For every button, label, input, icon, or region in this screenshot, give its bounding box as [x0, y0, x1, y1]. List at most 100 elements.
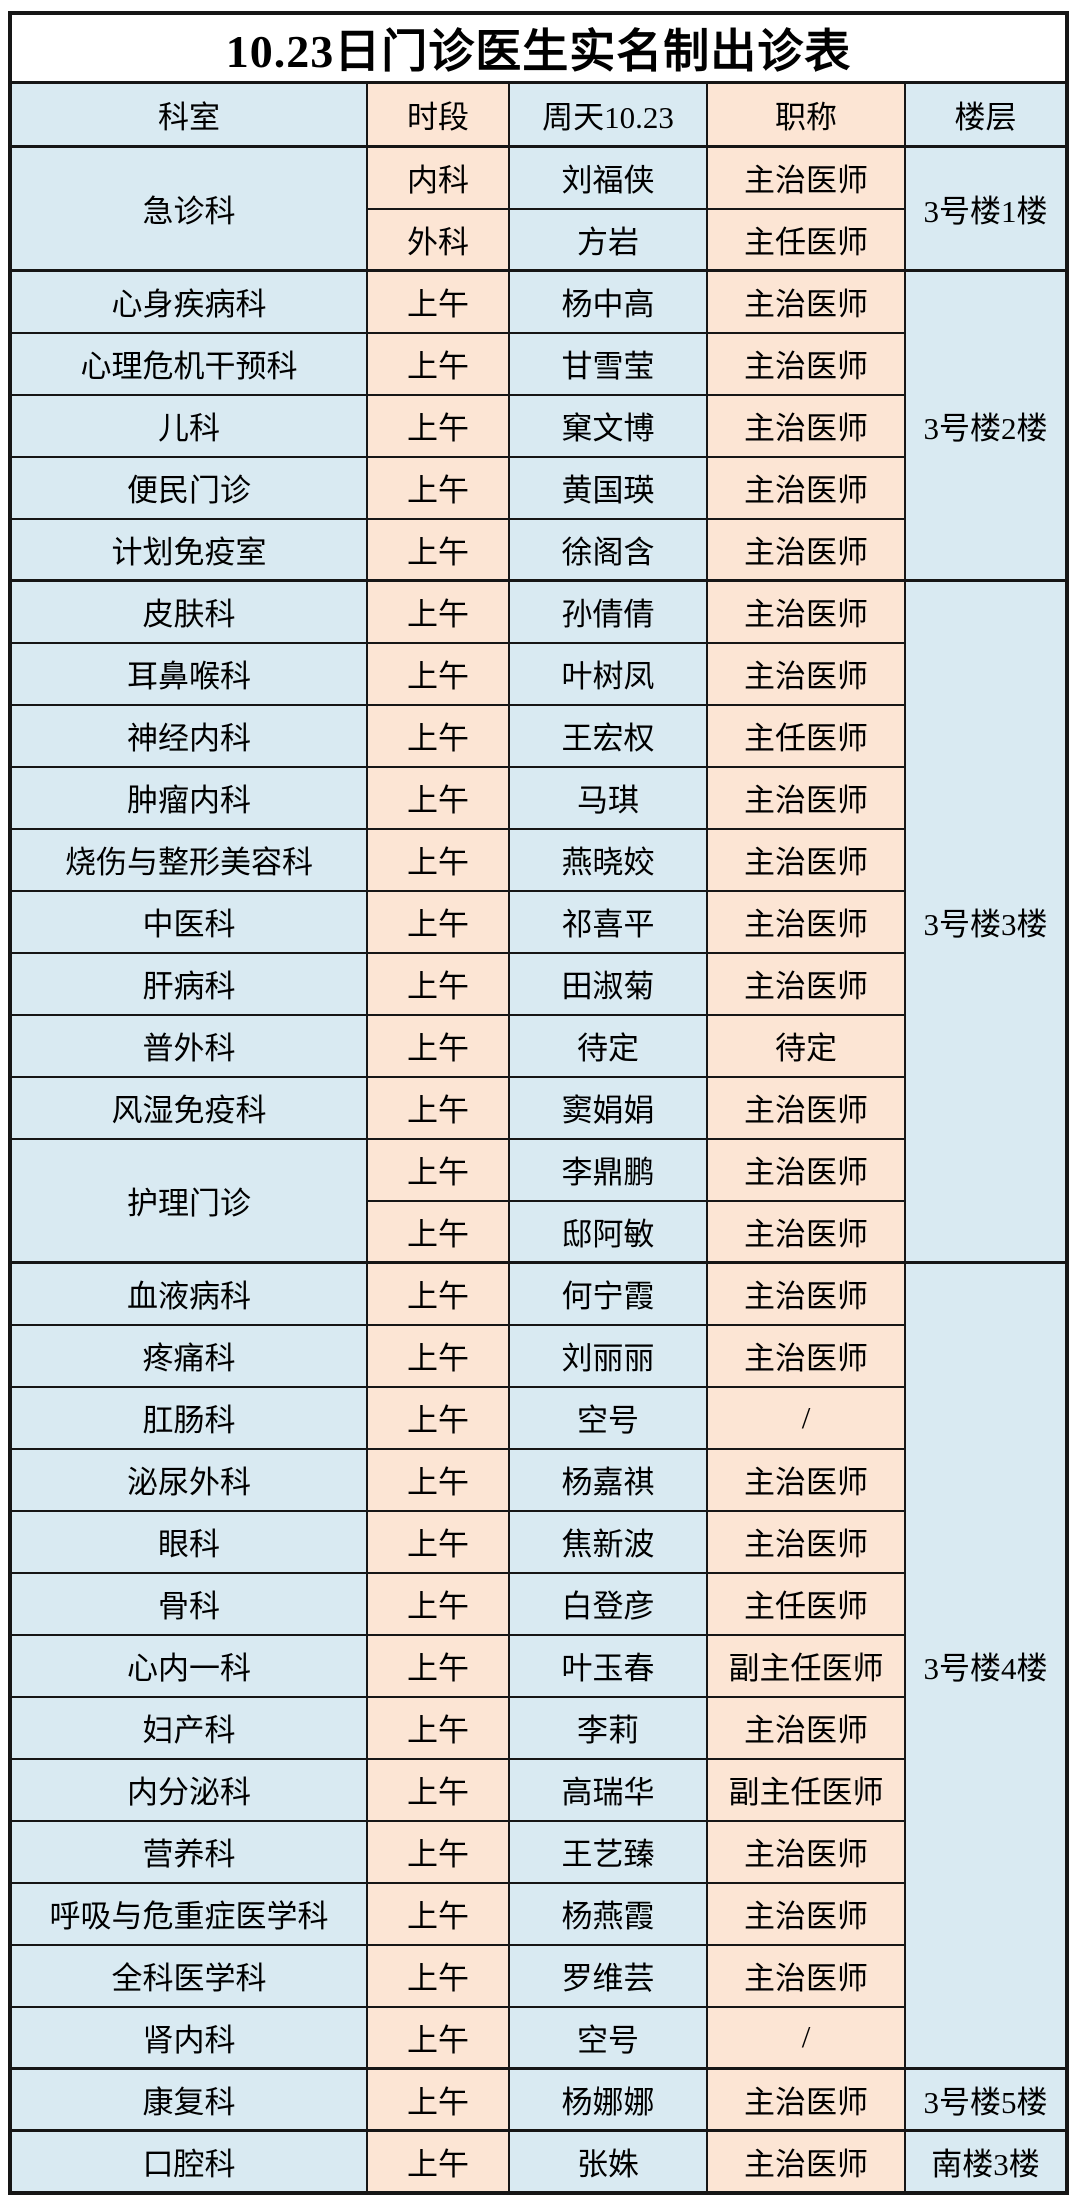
session-cell: 上午: [366, 331, 510, 396]
table-row: 心身疾病科 上午 杨中高 主治医师 3号楼2楼: [9, 269, 1068, 582]
department-cell: 风湿免疫科: [9, 1075, 368, 1140]
doctor-title-cell: 主治医师: [706, 951, 906, 1016]
doctor-title-cell: 主治医师: [706, 765, 906, 830]
table-row: 疼痛科 上午 刘丽丽 主治医师: [9, 1323, 1067, 1388]
doctor-name-cell: 王宏权: [508, 703, 708, 768]
session-cell: 上午: [366, 2067, 510, 2132]
doctor-name-cell: 高瑞华: [508, 1757, 708, 1822]
table-row: 呼吸与危重症医学科 上午 杨燕霞 主治医师: [9, 1881, 1067, 1946]
doctor-name-cell: 李莉: [508, 1695, 708, 1760]
session-cell: 上午: [366, 951, 510, 1016]
doctor-name-cell: 李鼎鹏: [508, 1137, 708, 1202]
table-row: 妇产科 上午 李莉 主治医师: [9, 1695, 1067, 1760]
session-cell: 上午: [366, 517, 510, 582]
doctor-title-cell: 主治医师: [706, 1261, 906, 1326]
department-cell: 耳鼻喉科: [9, 641, 368, 706]
floor-cell: 3号楼4楼: [904, 1261, 1068, 2070]
doctor-title-cell: 主治医师: [706, 889, 906, 954]
doctor-name-cell: 黄国瑛: [508, 455, 708, 520]
department-cell: 中医科: [9, 889, 368, 954]
department-cell: 眼科: [9, 1509, 368, 1574]
doctor-title-cell: 副主任医师: [706, 1633, 906, 1698]
session-cell: 上午: [366, 1261, 510, 1326]
session-cell: 上午: [366, 765, 510, 830]
department-cell: 骨科: [9, 1571, 368, 1636]
session-cell: 上午: [366, 1323, 510, 1388]
table-row: 普外科 上午 待定 待定: [9, 1013, 1067, 1078]
table-row: 烧伤与整形美容科 上午 燕晓姣 主治医师: [9, 827, 1067, 892]
doctor-title-cell: 主治医师: [706, 827, 906, 892]
table-row: 全科医学科 上午 罗维芸 主治医师: [9, 1943, 1067, 2008]
doctor-title-cell: 主治医师: [706, 1323, 906, 1388]
table-row: 心内一科 上午 叶玉春 副主任医师: [9, 1633, 1067, 1698]
table-row: 风湿免疫科 上午 窦娟娟 主治医师: [9, 1075, 1067, 1140]
table-row: 泌尿外科 上午 杨嘉祺 主治医师: [9, 1447, 1067, 1512]
page-title: 10.23日门诊医生实名制出诊表: [9, 12, 1068, 84]
session-cell: 上午: [366, 641, 510, 706]
doctor-title-cell: 主治医师: [706, 2129, 906, 2194]
department-cell: 心理危机干预科: [9, 331, 368, 396]
session-cell: 上午: [366, 1943, 510, 2008]
doctor-title-cell: 主治医师: [706, 393, 906, 458]
doctor-name-cell: 杨嘉祺: [508, 1447, 708, 1512]
doctor-title-cell: 主治医师: [706, 1695, 906, 1760]
table-row: 神经内科 上午 王宏权 主任医师: [9, 703, 1067, 768]
department-cell: 呼吸与危重症医学科: [9, 1881, 368, 1946]
doctor-name-cell: 空号: [508, 1385, 708, 1450]
department-cell: 皮肤科: [9, 579, 368, 644]
table-row: 耳鼻喉科 上午 叶树凤 主治医师: [9, 641, 1067, 706]
doctor-name-cell: 空号: [508, 2005, 708, 2070]
doctor-title-cell: 主治医师: [706, 269, 906, 334]
table-row: 护理门诊 上午 李鼎鹏 主治医师: [9, 1137, 1067, 1264]
doctor-name-cell: 燕晓姣: [508, 827, 708, 892]
doctor-title-cell: 主任医师: [706, 207, 906, 272]
doctor-name-cell: 邸阿敏: [508, 1199, 708, 1264]
session-cell: 上午: [366, 1819, 510, 1884]
floor-cell: 3号楼3楼: [904, 579, 1068, 1264]
column-header-department: 科室: [9, 81, 368, 148]
doctor-name-cell: 杨中高: [508, 269, 708, 334]
table-row: 中医科 上午 祁喜平 主治医师: [9, 889, 1067, 954]
table-row: 便民门诊 上午 黄国瑛 主治医师: [9, 455, 1067, 520]
session-cell: 上午: [366, 393, 510, 458]
duty-schedule-table: 10.23日门诊医生实名制出诊表 科室 时段 周天10.23 职称 楼层 急诊科…: [8, 11, 1069, 2195]
session-cell: 上午: [366, 703, 510, 768]
doctor-name-cell: 何宁霞: [508, 1261, 708, 1326]
table-row: 肿瘤内科 上午 马琪 主治医师: [9, 765, 1067, 830]
doctor-name-cell: 祁喜平: [508, 889, 708, 954]
department-cell: 儿科: [9, 393, 368, 458]
doctor-title-cell: 主治医师: [706, 1509, 906, 1574]
doctor-title-cell: 主治医师: [706, 517, 906, 582]
session-cell: 上午: [366, 1881, 510, 1946]
department-cell: 肛肠科: [9, 1385, 368, 1450]
doctor-title-cell: 主任医师: [706, 1571, 906, 1636]
floor-cell: 3号楼1楼: [904, 145, 1068, 272]
doctor-name-cell: 叶树凤: [508, 641, 708, 706]
session-cell: 上午: [366, 1695, 510, 1760]
department-cell: 肿瘤内科: [9, 765, 368, 830]
department-cell: 烧伤与整形美容科: [9, 827, 368, 892]
doctor-name-cell: 罗维芸: [508, 1943, 708, 2008]
session-cell: 上午: [366, 1633, 510, 1698]
department-cell: 急诊科: [9, 145, 368, 272]
table-row: 骨科 上午 白登彦 主任医师: [9, 1571, 1067, 1636]
session-cell: 上午: [366, 827, 510, 892]
doctor-title-cell: 主治医师: [706, 641, 906, 706]
table-row: 口腔科 上午 张姝 主治医师 南楼3楼: [9, 2129, 1068, 2194]
department-cell: 肝病科: [9, 951, 368, 1016]
table-row: 康复科 上午 杨娜娜 主治医师 3号楼5楼: [9, 2067, 1068, 2132]
doctor-title-cell: 主治医师: [706, 331, 906, 396]
session-cell: 上午: [366, 269, 510, 334]
table-row: 心理危机干预科 上午 甘雪莹 主治医师: [9, 331, 1067, 396]
doctor-title-cell: 主治医师: [706, 2067, 906, 2132]
department-cell: 肾内科: [9, 2005, 368, 2070]
department-cell: 心身疾病科: [9, 269, 368, 334]
session-cell: 上午: [366, 1075, 510, 1140]
doctor-title-cell: 主治医师: [706, 1199, 906, 1264]
doctor-title-cell: 主治医师: [706, 1881, 906, 1946]
department-cell: 护理门诊: [9, 1137, 368, 1264]
doctor-name-cell: 方岩: [508, 207, 708, 272]
department-cell: 心内一科: [9, 1633, 368, 1698]
doctor-title-cell: 主治医师: [706, 455, 906, 520]
